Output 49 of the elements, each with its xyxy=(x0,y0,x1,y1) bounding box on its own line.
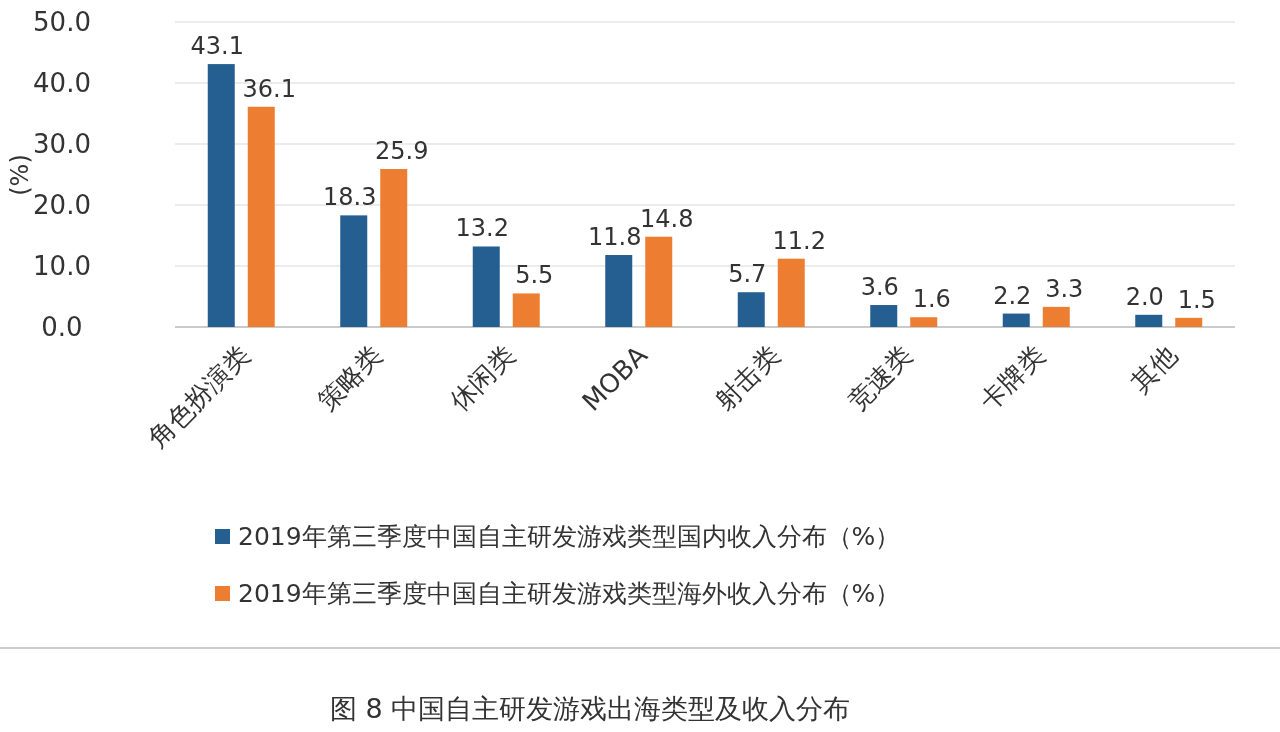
legend-label: 2019年第三季度中国自主研发游戏类型国内收入分布（%） xyxy=(238,522,901,551)
bar xyxy=(645,236,673,327)
data-label: 5.7 xyxy=(728,260,767,289)
y-tick-label: 50.0 xyxy=(33,7,91,37)
bar xyxy=(207,64,235,327)
data-label: 1.5 xyxy=(1177,285,1216,314)
data-label: 11.8 xyxy=(588,223,642,252)
bar xyxy=(910,317,938,327)
data-label: 3.3 xyxy=(1045,274,1084,303)
data-label: 13.2 xyxy=(455,214,509,243)
y-tick-label: 40.0 xyxy=(33,68,91,98)
y-tick-label: 30.0 xyxy=(33,129,91,159)
bar xyxy=(777,258,805,327)
bar xyxy=(1042,306,1070,327)
data-label: 11.2 xyxy=(772,226,826,255)
x-tick-label: 射击类 xyxy=(709,340,786,417)
bar xyxy=(605,255,633,327)
data-label: 14.8 xyxy=(640,204,694,233)
data-label: 25.9 xyxy=(375,137,429,166)
bar xyxy=(512,293,540,327)
x-tick-label: 策略类 xyxy=(311,340,388,417)
bar xyxy=(870,305,898,327)
data-label: 3.6 xyxy=(860,273,899,302)
bar xyxy=(737,292,765,327)
y-tick-label: 20.0 xyxy=(33,190,91,220)
bar xyxy=(472,246,500,327)
x-tick-label: 竞速类 xyxy=(841,340,918,417)
data-label: 1.6 xyxy=(912,285,951,314)
data-label: 18.3 xyxy=(323,183,377,212)
y-tick-label: 0.0 xyxy=(41,312,83,342)
bar xyxy=(340,215,368,327)
y-axis-title: (%) xyxy=(6,154,34,196)
x-tick-label: 角色扮演类 xyxy=(142,340,256,454)
x-tick-label: 卡牌类 xyxy=(974,340,1051,417)
bar xyxy=(247,106,275,327)
x-tick-label: 休闲类 xyxy=(444,340,521,417)
data-label: 5.5 xyxy=(515,261,554,290)
legend-label: 2019年第三季度中国自主研发游戏类型海外收入分布（%） xyxy=(238,579,901,608)
caption: 图 8 中国自主研发游戏出海类型及收入分布 xyxy=(330,693,851,724)
data-label: 36.1 xyxy=(242,74,296,103)
y-tick-label: 10.0 xyxy=(33,251,91,281)
data-label: 2.0 xyxy=(1125,282,1164,311)
bar xyxy=(1002,313,1030,327)
bar xyxy=(1135,314,1163,327)
data-label: 43.1 xyxy=(190,32,244,61)
x-tick-label: 其他 xyxy=(1125,340,1183,399)
data-label: 2.2 xyxy=(993,281,1032,310)
bar xyxy=(1175,317,1203,327)
bar xyxy=(380,169,408,327)
